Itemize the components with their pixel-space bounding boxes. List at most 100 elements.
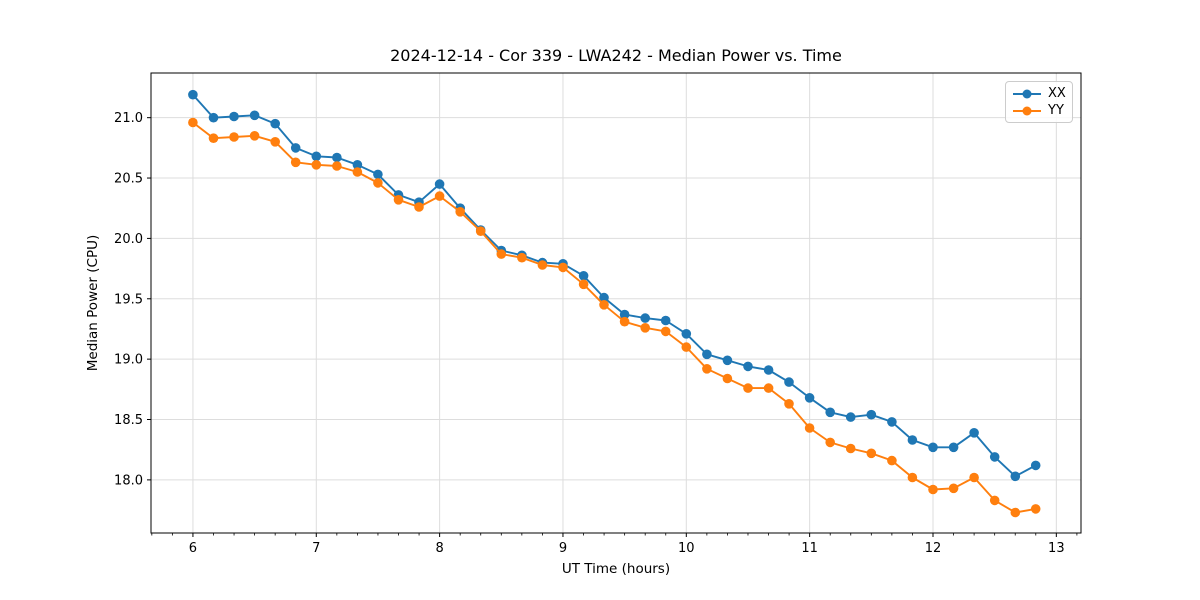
series-marker-yy bbox=[455, 207, 466, 217]
y-tick-label: 20.0 bbox=[114, 232, 143, 247]
y-tick-label: 20.5 bbox=[114, 172, 143, 187]
series-marker-yy bbox=[804, 423, 815, 433]
series-marker-xx bbox=[640, 313, 650, 323]
series-marker-xx bbox=[784, 377, 794, 387]
series-marker-yy bbox=[517, 252, 527, 263]
series-marker-xx bbox=[928, 442, 938, 453]
series-marker-yy bbox=[352, 167, 363, 177]
series-marker-yy bbox=[208, 133, 219, 143]
series-marker-xx bbox=[619, 309, 630, 320]
series-marker-yy bbox=[496, 249, 507, 259]
series-marker-xx bbox=[845, 412, 856, 422]
chart-title: 2024-12-14 - Cor 339 - LWA242 - Median P… bbox=[390, 46, 842, 65]
series-marker-yy bbox=[1030, 504, 1041, 514]
series-marker-yy bbox=[414, 202, 424, 212]
series-marker-xx bbox=[229, 111, 239, 122]
x-tick-label: 13 bbox=[1048, 541, 1065, 556]
legend: XX YY bbox=[1005, 81, 1073, 123]
legend-item-xx: XX bbox=[1013, 86, 1066, 101]
series-marker-xx bbox=[578, 271, 589, 281]
x-tick-label: 8 bbox=[435, 541, 443, 556]
series-marker-yy bbox=[702, 364, 712, 374]
series-marker-xx bbox=[373, 169, 383, 180]
series-marker-yy bbox=[1010, 507, 1021, 518]
series-marker-yy bbox=[270, 137, 281, 147]
x-tick-label: 11 bbox=[801, 541, 818, 556]
x-tick-label: 6 bbox=[189, 541, 197, 556]
y-tick-label: 19.5 bbox=[114, 292, 143, 307]
x-axis-label: UT Time (hours) bbox=[561, 561, 671, 577]
series-marker-yy bbox=[558, 262, 568, 273]
series-marker-yy bbox=[229, 132, 239, 142]
series-marker-xx bbox=[1030, 460, 1041, 471]
y-tick-label: 18.5 bbox=[114, 413, 143, 428]
series-marker-yy bbox=[599, 300, 609, 310]
series-marker-yy bbox=[393, 195, 404, 205]
x-tick-label: 9 bbox=[559, 541, 567, 556]
series-marker-xx bbox=[352, 160, 363, 170]
series-marker-yy bbox=[619, 316, 630, 327]
series-marker-yy bbox=[825, 437, 835, 448]
series-marker-yy bbox=[845, 443, 856, 454]
series-marker-yy bbox=[948, 483, 959, 494]
series-marker-yy bbox=[373, 178, 383, 188]
series-marker-yy bbox=[722, 373, 733, 384]
x-tick-label: 12 bbox=[925, 541, 942, 556]
series-marker-xx bbox=[866, 409, 877, 420]
series-marker-yy bbox=[188, 117, 198, 128]
series-marker-xx bbox=[188, 89, 198, 100]
series-marker-yy bbox=[907, 472, 918, 483]
x-tick-label: 10 bbox=[678, 541, 695, 556]
series-marker-xx bbox=[804, 393, 815, 403]
series-marker-yy bbox=[866, 448, 877, 459]
series-marker-xx bbox=[270, 118, 281, 129]
series-marker-xx bbox=[763, 365, 774, 375]
series-marker-yy bbox=[887, 455, 897, 466]
y-tick-label: 21.0 bbox=[114, 111, 143, 126]
series-marker-xx bbox=[290, 143, 301, 153]
series-marker-yy bbox=[537, 260, 548, 270]
series-marker-xx bbox=[681, 329, 692, 339]
legend-item-yy: YY bbox=[1013, 104, 1065, 117]
series-marker-yy bbox=[434, 191, 445, 201]
series-marker-yy bbox=[660, 326, 671, 337]
series-marker-xx bbox=[825, 407, 835, 418]
series-marker-xx bbox=[887, 417, 897, 427]
legend-label-yy: YY bbox=[1048, 103, 1064, 118]
series-marker-xx bbox=[722, 355, 733, 366]
series-marker-yy bbox=[290, 157, 301, 168]
series-marker-yy bbox=[784, 399, 794, 409]
series-marker-xx bbox=[907, 435, 918, 445]
series-line-yy bbox=[191, 121, 1037, 514]
series-marker-xx bbox=[702, 349, 712, 360]
series-marker-yy bbox=[578, 279, 589, 290]
series-marker-yy bbox=[249, 131, 260, 141]
series-marker-xx bbox=[249, 110, 260, 121]
series-marker-yy bbox=[640, 323, 650, 333]
series-marker-yy bbox=[311, 160, 322, 170]
series-marker-xx bbox=[660, 315, 671, 326]
series-marker-xx bbox=[332, 152, 342, 163]
series-marker-yy bbox=[928, 484, 938, 495]
legend-label-xx: XX bbox=[1048, 86, 1066, 101]
series-xx-swatch-icon bbox=[1013, 89, 1041, 99]
y-tick-label: 18.0 bbox=[114, 473, 143, 488]
series-marker-yy bbox=[763, 383, 774, 393]
series-marker-xx bbox=[948, 442, 959, 453]
series-marker-xx bbox=[1010, 471, 1021, 482]
series-marker-yy bbox=[332, 161, 342, 171]
series-marker-yy bbox=[475, 226, 486, 236]
series-marker-xx bbox=[743, 361, 753, 372]
series-yy-swatch-icon bbox=[1013, 106, 1041, 116]
series-marker-yy bbox=[681, 342, 692, 352]
x-tick-label: 7 bbox=[312, 541, 320, 556]
series-marker-xx bbox=[311, 151, 322, 162]
series-marker-xx bbox=[599, 292, 609, 303]
axes-frame bbox=[150, 72, 1082, 534]
y-tick-label: 19.0 bbox=[114, 353, 143, 368]
series-marker-xx bbox=[434, 179, 445, 189]
series-marker-xx bbox=[208, 112, 219, 123]
series-marker-xx bbox=[969, 428, 979, 438]
